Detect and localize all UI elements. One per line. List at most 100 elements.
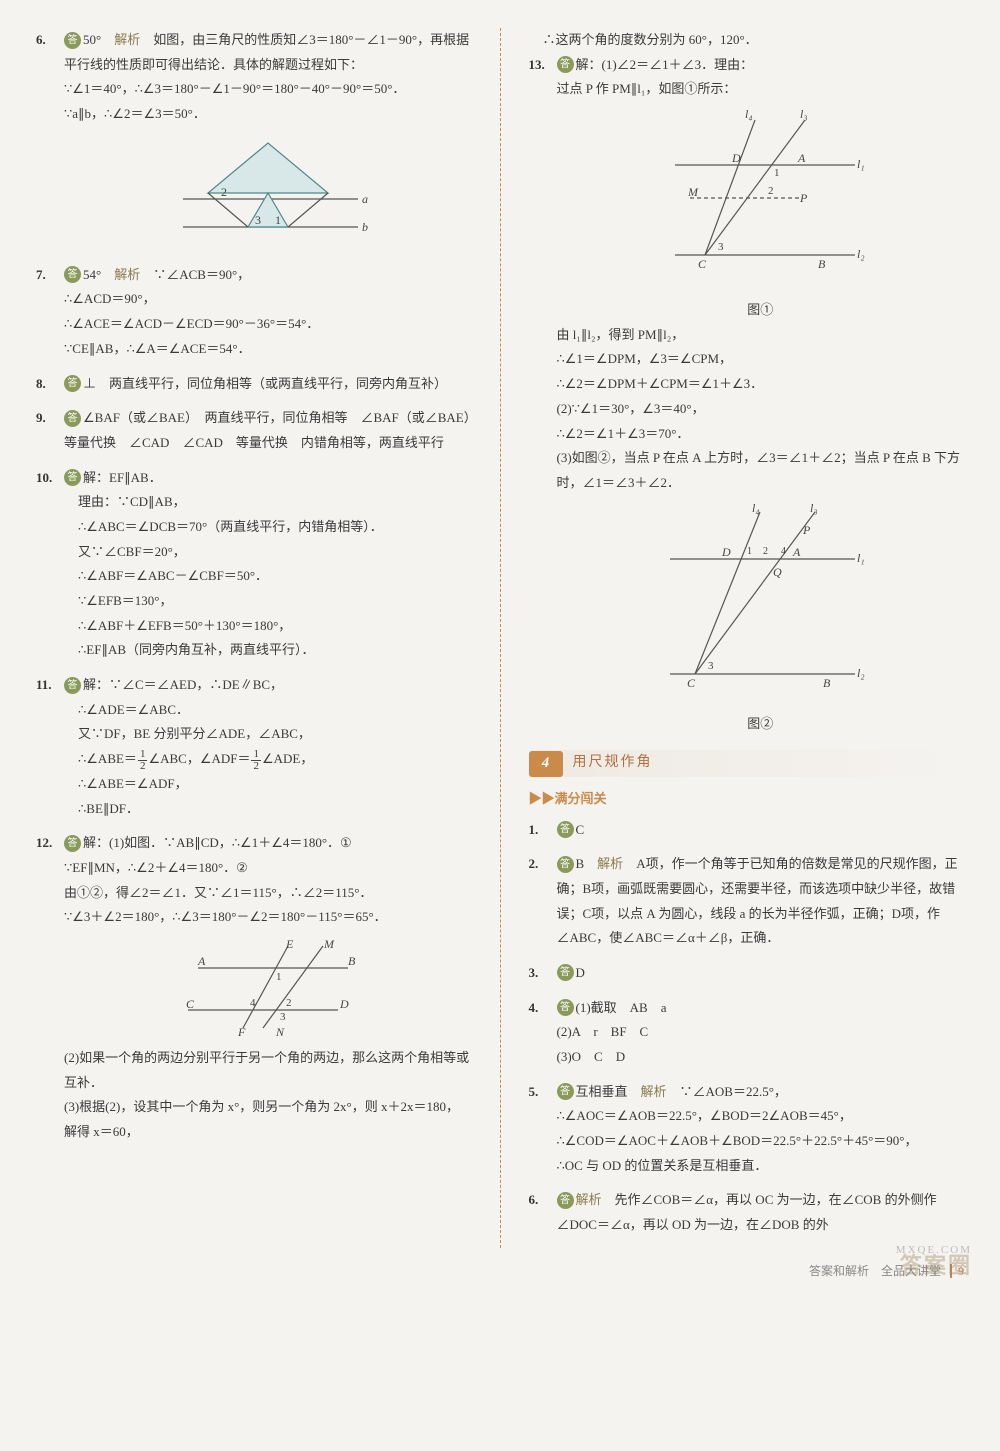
q10-t1: 理由：∵CD∥AB， [78,490,472,515]
s4q6-number: 6. [529,1188,557,1237]
q10-t5: ∵∠EFB＝130°， [78,589,472,614]
s4q4-number: 4. [529,996,557,1070]
question-8: 8. 答⊥ 两直线平行，同位角相等（或两直线平行，同旁内角互补） [36,372,472,397]
q12-t0: 解：(1)如图．∵AB∥CD，∴∠1＋∠4＝180°．① [83,835,352,850]
svg-text:A: A [792,545,801,559]
q12-t4: (2)如果一个角的两边分别平行于另一个角的两边，那么这两个角相等或互补． [64,1046,472,1095]
svg-text:B: B [818,257,826,271]
q11-t2: 又∵DF，BE 分别平分∠ADE，∠ABC， [78,722,472,747]
q6-text2: ∵∠1＝40°，∴∠3＝180°－∠1－90°＝180°－40°－90°＝50°… [64,77,472,102]
analysis-label: 解析 [576,1192,602,1207]
s4q1-ans: C [576,822,585,837]
svg-text:3: 3 [708,660,714,672]
footer-text: 答案和解析 全品大讲堂 [809,1264,941,1278]
answer-icon: 答 [557,56,574,73]
s4-question-4: 4. 答(1)截取 AB a (2)A r BF C (3)O C D [529,996,965,1070]
svg-text:P: P [799,191,808,205]
question-10: 10. 答解：EF∥AB． 理由：∵CD∥AB， ∴∠ABC＝∠DCB＝70°（… [36,466,472,664]
svg-text:l₃: l₃ [810,504,818,515]
answer-icon: 答 [64,677,81,694]
left-column: 6. 答50° 解析 如图，由三角尺的性质知∠3＝180°－∠1－90°，再根据… [36,28,472,1248]
s4q4-t3: (3)O C D [557,1045,965,1070]
answer-icon: 答 [64,469,81,486]
svg-text:l₃: l₃ [800,110,808,121]
section-4-title: 用尺规作角 [573,750,653,777]
q7-t1: ∵∠ACB＝90°， [140,267,250,282]
q12c-t0: ∴这两个角的度数分别为 60°，120°． [543,28,965,53]
svg-text:1: 1 [774,167,780,179]
q13-t3: ∴∠1＝∠DPM，∠3＝∠CPM， [557,347,965,372]
q7-t4: ∵CE∥AB，∴∠A＝∠ACE＝54°． [64,337,472,362]
question-11: 11. 答解：∵∠C＝∠AED，∴DE∥BC， ∴∠ADE＝∠ABC． 又∵DF… [36,673,472,821]
q11-number: 11. [36,673,64,821]
q10-t0: 解：EF∥AB． [83,470,162,485]
section-4-header: 4 用尺规作角 [529,750,965,777]
q13-t7: (3)如图②，当点 P 在点 A 上方时，∠3＝∠1＋∠2；当点 P 在点 B … [557,446,965,495]
s4-question-3: 3. 答D [529,961,965,986]
svg-text:A: A [197,954,206,968]
svg-text:4: 4 [250,997,256,1009]
section-4-number: 4 [529,751,563,777]
s4-question-6: 6. 答解析 先作∠COB＝∠α，再以 OC 为一边，在∠COB 的外侧作∠DO… [529,1188,965,1237]
q6-number: 6. [36,28,64,253]
s4-question-5: 5. 答互相垂直 解析 ∵∠AOB＝22.5°， ∴∠AOC＝∠AOB＝22.5… [529,1080,965,1179]
s4q5-t4: ∴OC 与 OD 的位置关系是互相垂直． [557,1154,965,1179]
svg-text:C: C [186,997,195,1011]
s4q4-t2: (2)A r BF C [557,1020,965,1045]
section-4-subhead: ▶▶满分闯关 [529,787,965,812]
q8-text: ⊥ 两直线平行，同位角相等（或两直线平行，同旁内角互补） [83,376,447,391]
svg-text:b: b [362,220,368,234]
q10-t6: ∴∠ABF＋∠EFB＝50°＋130°＝180°， [78,614,472,639]
q13-t2: 由 l₁∥l₂，得到 PM∥l₂， [557,323,965,348]
svg-text:1: 1 [275,213,281,227]
q7-number: 7. [36,263,64,362]
q12-number: 12. [36,831,64,1145]
svg-text:2: 2 [768,185,774,197]
q6-answer: 50° [83,32,114,47]
svg-text:2: 2 [763,546,768,557]
q7-answer: 54° [83,267,114,282]
svg-text:4: 4 [781,546,786,557]
s4q2-ans: B [576,856,598,871]
q13-t4: ∴∠2＝∠DPM＋∠CPM＝∠1＋∠3． [557,372,965,397]
svg-text:2: 2 [286,997,292,1009]
svg-text:3: 3 [718,241,724,253]
analysis-label: 解析 [641,1084,667,1099]
svg-text:l₄: l₄ [752,504,760,515]
question-12: 12. 答解：(1)如图．∵AB∥CD，∴∠1＋∠4＝180°．① ∵EF∥MN… [36,831,472,1145]
q7-t2: ∴∠ACD＝90°， [64,287,472,312]
q13-number: 13. [529,53,557,737]
q11-t1: ∴∠ADE＝∠ABC． [78,698,472,723]
svg-text:M: M [323,938,335,951]
analysis-label: 解析 [114,267,140,282]
svg-text:1: 1 [747,546,752,557]
footer-page: 9 [950,1264,964,1278]
right-column: ∴这两个角的度数分别为 60°，120°． 13. 答解：(1)∠2＝∠1＋∠3… [529,28,965,1248]
svg-text:D: D [721,545,731,559]
svg-text:l₂: l₂ [857,666,865,680]
s4q5-t3: ∴∠COD＝∠AOC＋∠AOB＋∠BOD＝22.5°＋22.5°＋45°＝90°… [557,1129,965,1154]
q12-t2: 由①②，得∠2＝∠1．又∵∠1＝115°，∴∠2＝115°． [64,881,472,906]
svg-text:l₁: l₁ [857,551,865,565]
q13-t1: 过点 P 作 PM∥l₁，如图①所示： [557,77,965,102]
s4q3-ans: D [576,965,585,980]
q12-t3: ∵∠3＋∠2＝180°，∴∠3＝180°－∠2＝180°－115°＝65°． [64,905,472,930]
q12-t1: ∵EF∥MN，∴∠2＋∠4＝180°．② [64,856,472,881]
q11-t0: 解：∵∠C＝∠AED，∴DE∥BC， [83,677,283,692]
svg-text:l₄: l₄ [745,110,753,121]
svg-text:N: N [275,1025,285,1038]
q12-figure: A B C D E F M N 1 2 3 4 [168,938,368,1038]
q13-figure-2: l₄ l₃ l₁ l₂ D A P Q C B 1 2 4 3 [645,504,875,704]
q11-t4: ∴∠ABE＝∠ADF， [78,772,472,797]
column-divider [500,28,501,1248]
svg-text:B: B [823,676,831,690]
q13-t5: (2)∵∠1＝30°，∠3＝40°， [557,397,965,422]
s4q3-number: 3. [529,961,557,986]
s4q5-t1: ∵∠AOB＝22.5°， [667,1084,787,1099]
fraction: 12 [251,749,261,772]
answer-icon: 答 [557,999,574,1016]
s4-question-1: 1. 答C [529,818,965,843]
svg-text:3: 3 [255,213,261,227]
q13-t0: 解：(1)∠2＝∠1＋∠3．理由： [576,57,754,72]
svg-text:F: F [237,1025,246,1038]
